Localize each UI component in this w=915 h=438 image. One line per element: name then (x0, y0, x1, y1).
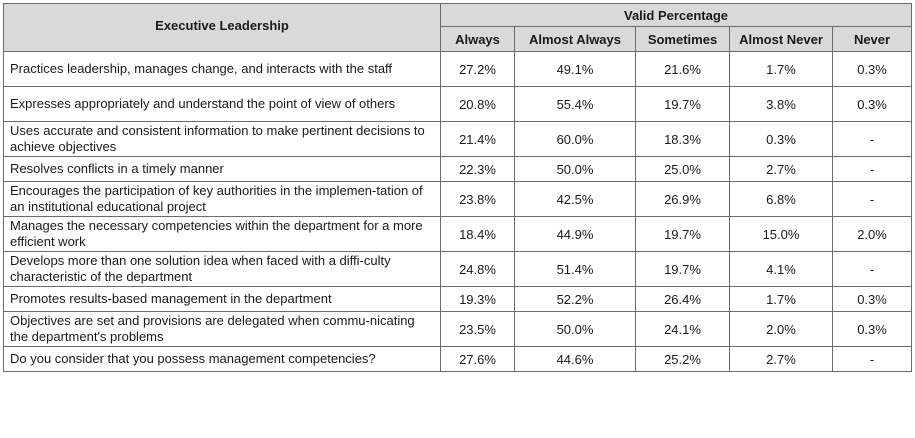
table-row: Uses accurate and consistent information… (3, 121, 913, 157)
table-cell: 2.0% (831, 216, 913, 252)
table-cell: - (831, 156, 913, 182)
table-cell: 1.7% (729, 286, 833, 312)
column-header: Almost Always (514, 26, 636, 52)
table-cell: 1.7% (729, 51, 833, 87)
table-cell: 24.8% (440, 251, 515, 287)
table-cell: 27.2% (440, 51, 515, 87)
table-cell: 25.0% (635, 156, 730, 182)
row-label: Manages the necessary competencies withi… (3, 216, 441, 252)
table-cell: 6.8% (729, 181, 833, 217)
table-cell: 0.3% (831, 86, 913, 122)
table-cell: - (831, 181, 913, 217)
table-cell: 19.3% (440, 286, 515, 312)
table-cell: 50.0% (514, 156, 636, 182)
table-row: Develops more than one solution idea whe… (3, 251, 913, 287)
table-cell: 42.5% (514, 181, 636, 217)
row-label: Promotes results-based management in the… (3, 286, 441, 312)
table-cell: 49.1% (514, 51, 636, 87)
table-cell: 4.1% (729, 251, 833, 287)
table-cell: 19.7% (635, 216, 730, 252)
table-cell: 51.4% (514, 251, 636, 287)
table-cell: 44.9% (514, 216, 636, 252)
table-row: Manages the necessary competencies withi… (3, 216, 913, 252)
table-row: Do you consider that you possess managem… (3, 346, 913, 372)
table-cell: - (831, 346, 913, 372)
row-label: Objectives are set and provisions are de… (3, 311, 441, 347)
table-cell: 3.8% (729, 86, 833, 122)
table-cell: 23.5% (440, 311, 515, 347)
row-label: Expresses appropriately and understand t… (3, 86, 441, 122)
table-cell: 52.2% (514, 286, 636, 312)
row-label: Practices leadership, manages change, an… (3, 51, 441, 87)
table-cell: 60.0% (514, 121, 636, 157)
table-row: Resolves conflicts in a timely manner 22.… (3, 156, 913, 182)
table-row: Encourages the participation of key auth… (3, 181, 913, 217)
table-cell: - (831, 251, 913, 287)
table-cell: 21.4% (440, 121, 515, 157)
table-cell: 26.4% (635, 286, 730, 312)
row-label: Resolves conflicts in a timely manner (3, 156, 441, 182)
table-cell: 27.6% (440, 346, 515, 372)
table-cell: 18.4% (440, 216, 515, 252)
table-cell: 18.3% (635, 121, 730, 157)
table-cell: 15.0% (729, 216, 833, 252)
row-label: Uses accurate and consistent information… (3, 121, 441, 157)
table-cell: 25.2% (635, 346, 730, 372)
table-cell: 22.3% (440, 156, 515, 182)
table-cell: 0.3% (729, 121, 833, 157)
table-cell: 24.1% (635, 311, 730, 347)
column-header: Never (831, 26, 913, 52)
column-header: Always (440, 26, 515, 52)
table-cell: 0.3% (831, 286, 913, 312)
table-cell: - (831, 121, 913, 157)
column-header: Almost Never (729, 26, 833, 52)
row-label: Do you consider that you possess managem… (3, 346, 441, 372)
row-header: Executive Leadership (3, 3, 441, 52)
row-label: Encourages the participation of key auth… (3, 181, 441, 217)
table-cell: 26.9% (635, 181, 730, 217)
table-cell: 0.3% (831, 311, 913, 347)
table-cell: 19.7% (635, 86, 730, 122)
row-label: Develops more than one solution idea whe… (3, 251, 441, 287)
table-row: Promotes results-based management in the… (3, 286, 913, 312)
table-cell: 21.6% (635, 51, 730, 87)
group-header: Valid Percentage (439, 3, 913, 27)
table-cell: 19.7% (635, 251, 730, 287)
table-cell: 50.0% (514, 311, 636, 347)
table-cell: 44.6% (514, 346, 636, 372)
table-row: Expresses appropriately and understand t… (3, 86, 913, 122)
table-cell: 23.8% (440, 181, 515, 217)
table-row: Objectives are set and provisions are de… (3, 311, 913, 347)
table-row: Practices leadership, manages change, an… (3, 51, 913, 87)
column-header: Sometimes (635, 26, 730, 52)
table-cell: 20.8% (440, 86, 515, 122)
executive-leadership-table: Executive Leadership Valid Percentage Al… (3, 3, 913, 372)
table-cell: 2.7% (729, 346, 833, 372)
table-cell: 55.4% (514, 86, 636, 122)
table-cell: 0.3% (831, 51, 913, 87)
table-cell: 2.0% (729, 311, 833, 347)
table-cell: 2.7% (729, 156, 833, 182)
